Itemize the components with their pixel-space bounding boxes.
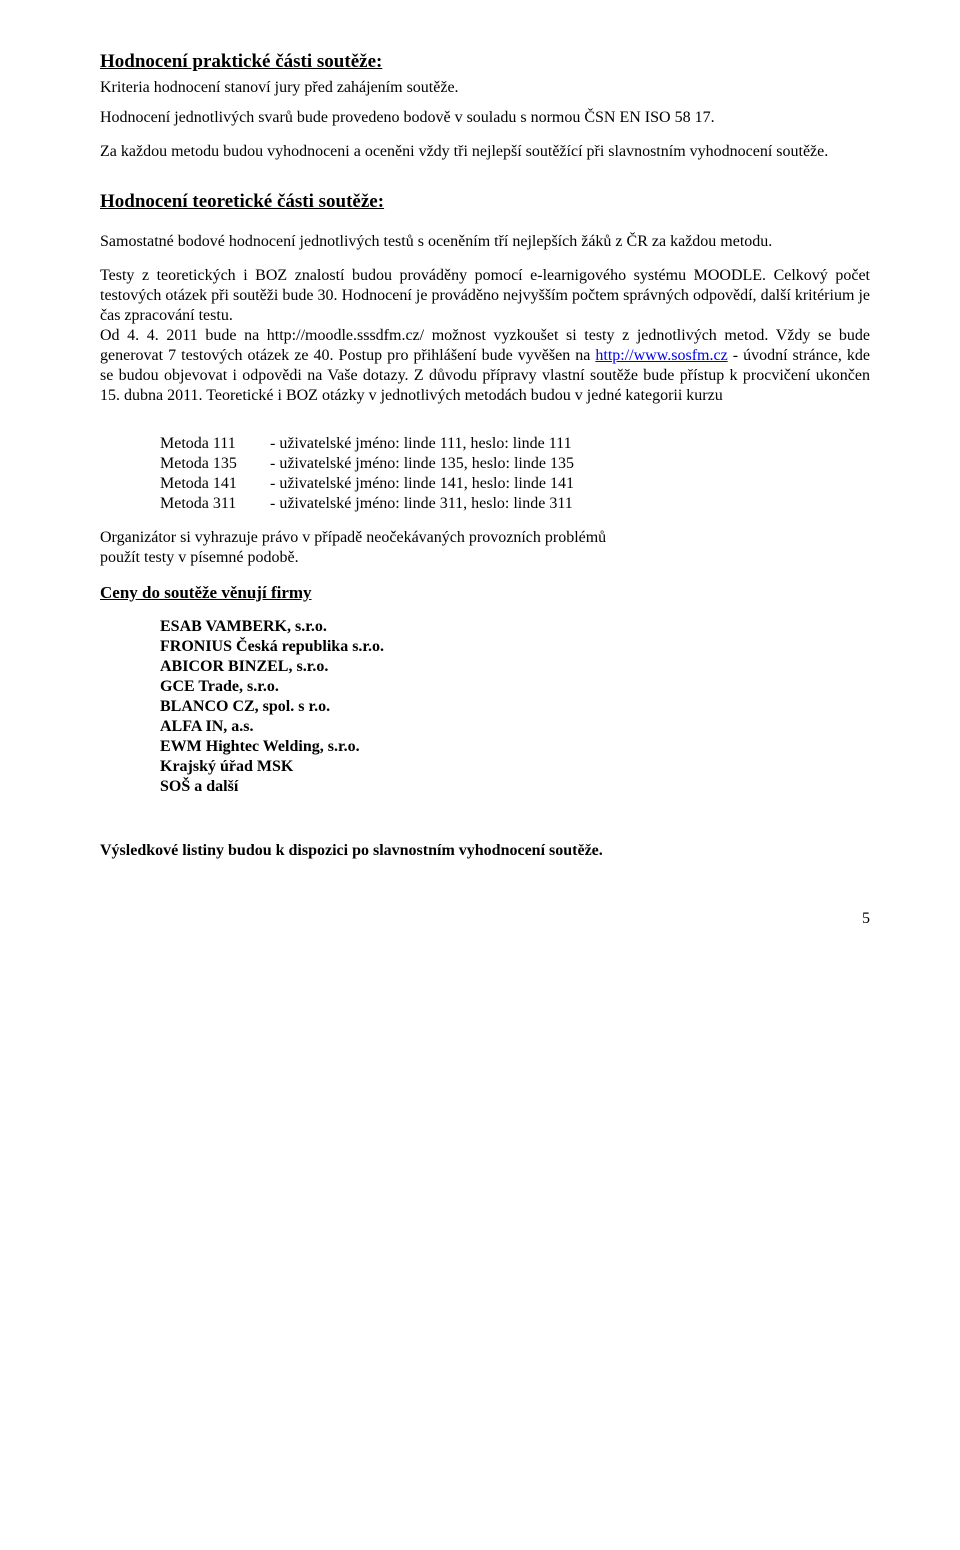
sponsor-item: GCE Trade, s.r.o. xyxy=(160,677,870,697)
final-text: Výsledkové listiny budou k dispozici po … xyxy=(100,841,870,861)
section1-para1: Kriteria hodnocení stanoví jury před zah… xyxy=(100,78,870,98)
sponsor-item: BLANCO CZ, spol. s r.o. xyxy=(160,697,870,717)
method-detail: - uživatelské jméno: linde 135, heslo: l… xyxy=(270,454,574,474)
sponsor-item: EWM Hightec Welding, s.r.o. xyxy=(160,737,870,757)
method-detail: - uživatelské jméno: linde 111, heslo: l… xyxy=(270,434,572,454)
method-detail: - uživatelské jméno: linde 141, heslo: l… xyxy=(270,474,574,494)
section1-para3: Za každou metodu budou vyhodnoceni a oce… xyxy=(100,142,870,162)
method-row: Metoda 311 - uživatelské jméno: linde 31… xyxy=(160,494,870,514)
section2-org2: použít testy v písemné podobě. xyxy=(100,548,870,568)
section1-para2: Hodnocení jednotlivých svarů bude proved… xyxy=(100,108,870,128)
method-label: Metoda 141 xyxy=(160,474,270,494)
method-detail: - uživatelské jméno: linde 311, heslo: l… xyxy=(270,494,573,514)
section1-heading: Hodnocení praktické části soutěže: xyxy=(100,50,870,74)
sponsor-item: SOŠ a další xyxy=(160,777,870,797)
sponsor-item: Krajský úřad MSK xyxy=(160,757,870,777)
sponsor-item: ABICOR BINZEL, s.r.o. xyxy=(160,657,870,677)
section2-org1: Organizátor si vyhrazuje právo v případě… xyxy=(100,528,870,548)
section2-heading: Hodnocení teoretické části soutěže: xyxy=(100,190,870,214)
sponsor-list: ESAB VAMBERK, s.r.o. FRONIUS Česká repub… xyxy=(100,617,870,797)
method-label: Metoda 311 xyxy=(160,494,270,514)
section2-para1: Samostatné bodové hodnocení jednotlivých… xyxy=(100,232,870,252)
page-number: 5 xyxy=(100,909,870,929)
sponsor-item: ALFA IN, a.s. xyxy=(160,717,870,737)
method-label: Metoda 135 xyxy=(160,454,270,474)
method-label: Metoda 111 xyxy=(160,434,270,454)
sosfm-link[interactable]: http://www.sosfm.cz xyxy=(595,347,727,364)
method-row: Metoda 141 - uživatelské jméno: linde 14… xyxy=(160,474,870,494)
sponsor-item: FRONIUS Česká republika s.r.o. xyxy=(160,637,870,657)
section3-heading: Ceny do soutěže věnují firmy xyxy=(100,582,870,603)
section2-para2: Testy z teoretických i BOZ znalostí budo… xyxy=(100,266,870,406)
method-row: Metoda 111 - uživatelské jméno: linde 11… xyxy=(160,434,870,454)
method-row: Metoda 135 - uživatelské jméno: linde 13… xyxy=(160,454,870,474)
methods-list: Metoda 111 - uživatelské jméno: linde 11… xyxy=(100,434,870,514)
sponsor-item: ESAB VAMBERK, s.r.o. xyxy=(160,617,870,637)
